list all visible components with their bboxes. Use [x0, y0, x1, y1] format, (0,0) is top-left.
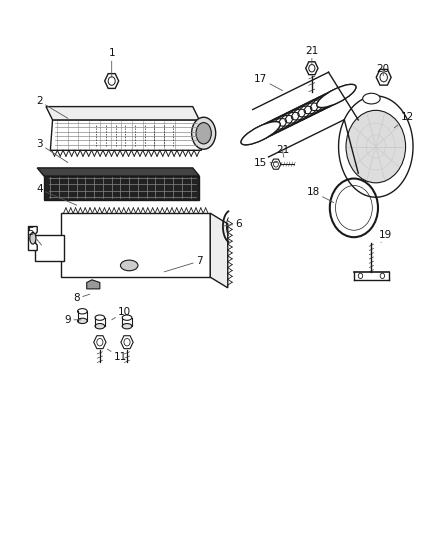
Polygon shape	[44, 176, 199, 200]
Polygon shape	[61, 213, 210, 277]
Polygon shape	[35, 235, 64, 261]
Text: 17: 17	[254, 74, 283, 91]
Text: 8: 8	[73, 294, 90, 303]
Text: 20: 20	[377, 64, 390, 76]
Text: 21: 21	[276, 146, 289, 157]
Circle shape	[273, 161, 279, 167]
Ellipse shape	[78, 309, 87, 314]
Circle shape	[346, 110, 406, 183]
Polygon shape	[46, 107, 199, 120]
Ellipse shape	[192, 117, 215, 149]
Circle shape	[380, 73, 387, 82]
Polygon shape	[87, 280, 100, 289]
Ellipse shape	[122, 324, 132, 329]
Ellipse shape	[122, 315, 132, 320]
Text: 2: 2	[36, 96, 68, 118]
Circle shape	[380, 273, 385, 278]
Text: 18: 18	[307, 187, 334, 203]
Polygon shape	[28, 227, 37, 251]
Ellipse shape	[241, 122, 280, 145]
Ellipse shape	[120, 260, 138, 271]
Text: 11: 11	[107, 349, 127, 362]
Text: 3: 3	[36, 139, 68, 163]
Ellipse shape	[95, 324, 105, 329]
Circle shape	[124, 338, 130, 346]
Text: 19: 19	[379, 230, 392, 243]
Text: 7: 7	[164, 256, 203, 272]
Text: 9: 9	[64, 315, 81, 325]
Text: 12: 12	[394, 112, 414, 128]
Polygon shape	[50, 120, 201, 150]
Ellipse shape	[30, 232, 36, 244]
Text: 6: 6	[223, 219, 242, 229]
Circle shape	[108, 77, 115, 85]
Ellipse shape	[317, 84, 356, 108]
Ellipse shape	[363, 93, 380, 104]
Text: 5: 5	[27, 227, 42, 245]
Circle shape	[309, 64, 315, 72]
Ellipse shape	[196, 123, 211, 144]
Circle shape	[97, 338, 103, 346]
Text: 4: 4	[36, 184, 77, 205]
Circle shape	[358, 273, 363, 278]
Polygon shape	[37, 168, 199, 176]
Ellipse shape	[95, 315, 105, 320]
Text: 10: 10	[112, 307, 131, 320]
Ellipse shape	[78, 318, 87, 324]
Text: 15: 15	[254, 158, 277, 167]
Polygon shape	[339, 96, 413, 197]
Polygon shape	[210, 213, 228, 288]
Text: 1: 1	[108, 49, 115, 77]
Text: 21: 21	[305, 46, 318, 65]
